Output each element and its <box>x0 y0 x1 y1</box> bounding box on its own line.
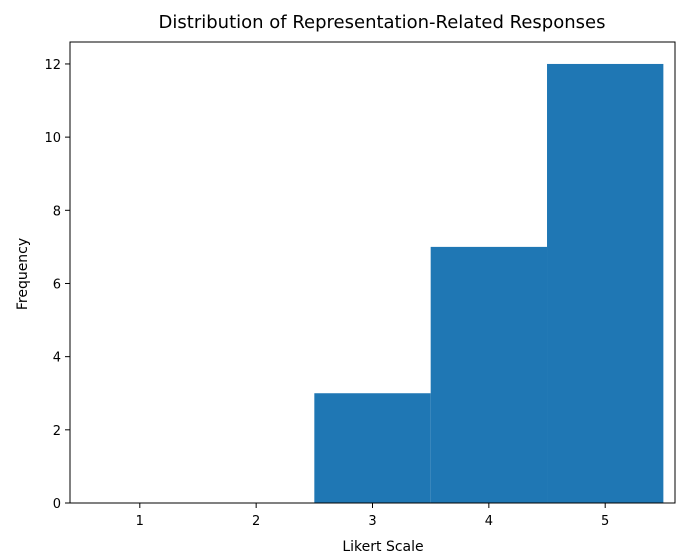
x-axis-label: Likert Scale <box>342 539 423 554</box>
chart-title: Distribution of Representation-Related R… <box>159 12 606 33</box>
bar-1 <box>430 246 548 503</box>
y-tick-label-3: 6 <box>53 277 61 292</box>
x-tick-label-4: 5 <box>601 514 609 529</box>
bar-0 <box>314 393 431 503</box>
y-axis-label: Frequency <box>15 238 31 310</box>
y-tick-label-1: 2 <box>53 424 61 439</box>
y-tick-label-2: 4 <box>53 351 61 366</box>
x-tick-label-0: 1 <box>136 514 144 529</box>
x-tick-label-3: 4 <box>485 514 493 529</box>
x-tick-label-2: 3 <box>368 514 376 529</box>
y-tick-label-0: 0 <box>53 497 61 512</box>
bars-layer <box>314 63 664 503</box>
y-tick-label-6: 12 <box>44 58 61 73</box>
bar-2 <box>547 63 664 503</box>
y-tick-label-5: 10 <box>44 131 61 146</box>
y-tick-label-4: 8 <box>53 204 61 219</box>
x-tick-label-1: 2 <box>252 514 260 529</box>
